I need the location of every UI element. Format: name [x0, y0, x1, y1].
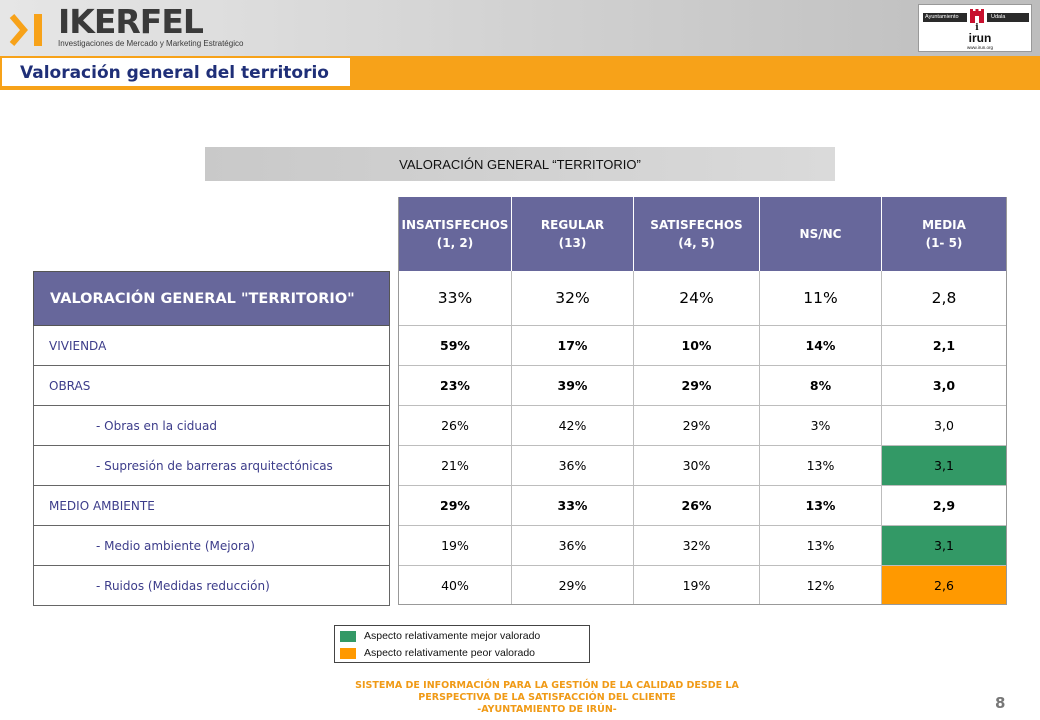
client-logo-left-text: Ayuntamiento — [923, 13, 967, 22]
logo-subtitle: Investigaciones de Mercado y Marketing E… — [58, 38, 244, 48]
legend: Aspecto relativamente mejor valorado Asp… — [334, 625, 590, 663]
ikerfel-mark-icon — [8, 10, 52, 50]
table-cell: 42% — [512, 406, 634, 446]
title-box — [2, 58, 350, 86]
table-cell: 3,0 — [882, 406, 1006, 446]
total-cell: 2,8 — [882, 271, 1006, 326]
footer-line: SISTEMA DE INFORMACIÓN PARA LA GESTIÓN D… — [355, 680, 739, 691]
highlight-better-cell: 3,1 — [882, 446, 1006, 486]
table-cell: 36% — [512, 526, 634, 566]
table-cell: 2,1 — [882, 326, 1006, 366]
table-cell: 26% — [634, 486, 760, 526]
table-cell: 3% — [760, 406, 882, 446]
table-cell: 19% — [634, 566, 760, 604]
table-cell: 36% — [512, 446, 634, 486]
column-header-line2: (4, 5) — [678, 236, 715, 250]
column-header-line1: SATISFECHOS — [650, 218, 743, 232]
client-logo-name: irun — [968, 31, 992, 45]
column-header-insatisfechos: INSATISFECHOS (1, 2) — [399, 197, 512, 271]
row-label-obras-ciudad: - Obras en la ciduad — [33, 406, 390, 446]
table-cell: 23% — [399, 366, 512, 406]
total-cell: 11% — [760, 271, 882, 326]
legend-swatch-orange — [340, 647, 356, 659]
total-row-label: VALORACIÓN GENERAL "TERRITORIO" — [33, 271, 390, 326]
table-cell: 29% — [512, 566, 634, 604]
client-logo-right-text: Udala — [987, 13, 1029, 22]
table-cell: 30% — [634, 446, 760, 486]
table-cell: 39% — [512, 366, 634, 406]
table-cell: 59% — [399, 326, 512, 366]
table-cell: 13% — [760, 446, 882, 486]
column-header-line2: (13) — [558, 236, 587, 250]
table-cell: 19% — [399, 526, 512, 566]
column-header-line1: INSATISFECHOS — [401, 218, 509, 232]
svg-text:i: i — [975, 23, 979, 31]
table-cell: 17% — [512, 326, 634, 366]
highlight-worse-cell: 2,6 — [882, 566, 1006, 604]
highlight-better-cell: 3,1 — [882, 526, 1006, 566]
table-cell: 13% — [760, 526, 882, 566]
column-header-line1: REGULAR — [540, 218, 605, 232]
column-header-media: MEDIA (1- 5) — [882, 197, 1006, 271]
row-label-medio-ambiente-mejora: - Medio ambiente (Mejora) — [33, 526, 390, 566]
legend-item-worse: Aspecto relativamente peor valorado — [340, 647, 535, 659]
crest-icon: i — [968, 7, 986, 33]
table-cell: 29% — [634, 406, 760, 446]
column-header-line2: (1- 5) — [925, 236, 963, 250]
total-cell: 32% — [512, 271, 634, 326]
ikerfel-logo: IKERFEL Investigaciones de Mercado y Mar… — [8, 1, 244, 52]
table-cell: 3,0 — [882, 366, 1006, 406]
total-cell: 24% — [634, 271, 760, 326]
column-header-satisfechos: SATISFECHOS (4, 5) — [634, 197, 760, 271]
table-cell: 8% — [760, 366, 882, 406]
table-cell: 12% — [760, 566, 882, 604]
footer-line: -AYUNTAMIENTO DE IRÚN- — [477, 704, 617, 715]
legend-item-better: Aspecto relativamente mejor valorado — [340, 630, 540, 642]
client-logo: Ayuntamiento i Udala irun www.irun.org — [918, 4, 1032, 52]
row-label-medio-ambiente: MEDIO AMBIENTE — [33, 486, 390, 526]
legend-swatch-green — [340, 630, 356, 642]
row-label-obras: OBRAS — [33, 366, 390, 406]
legend-label-better: Aspecto relativamente mejor valorado — [364, 630, 541, 642]
table-cell: 26% — [399, 406, 512, 446]
legend-label-worse: Aspecto relativamente peor valorado — [364, 647, 536, 659]
table-cell: 2,9 — [882, 486, 1006, 526]
table-cell: 13% — [760, 486, 882, 526]
column-header-line1: NS/NC — [799, 227, 842, 241]
column-header-nsnc: NS/NC — [760, 197, 882, 271]
row-label-barreras: - Supresión de barreras arquitectónicas — [33, 446, 390, 486]
column-header-line1: MEDIA — [922, 218, 966, 232]
column-header-line2: (1, 2) — [436, 236, 474, 250]
table-cell: 29% — [399, 486, 512, 526]
table-cell: 40% — [399, 566, 512, 604]
row-label-vivienda: VIVIENDA — [33, 326, 390, 366]
table-cell: 21% — [399, 446, 512, 486]
total-cell: 33% — [399, 271, 512, 326]
table-cell: 33% — [512, 486, 634, 526]
row-label-ruidos: - Ruidos (Medidas reducción) — [33, 566, 390, 606]
logo-name: IKERFEL — [58, 1, 204, 41]
footer: SISTEMA DE INFORMACIÓN PARA LA GESTIÓN D… — [300, 680, 794, 716]
table-cell: 14% — [760, 326, 882, 366]
client-logo-url: www.irun.org — [966, 45, 993, 50]
footer-line: PERSPECTIVA DE LA SATISFACCIÓN DEL CLIEN… — [418, 692, 676, 703]
page-number: 8 — [995, 694, 1006, 712]
table-cell: 10% — [634, 326, 760, 366]
page-title: Valoración general del territorio — [20, 63, 329, 83]
table-cell: 32% — [634, 526, 760, 566]
section-title: VALORACIÓN GENERAL “TERRITORIO” — [205, 147, 835, 181]
table-cell: 29% — [634, 366, 760, 406]
column-header-regular: REGULAR (13) — [512, 197, 634, 271]
header-band — [0, 0, 1040, 56]
